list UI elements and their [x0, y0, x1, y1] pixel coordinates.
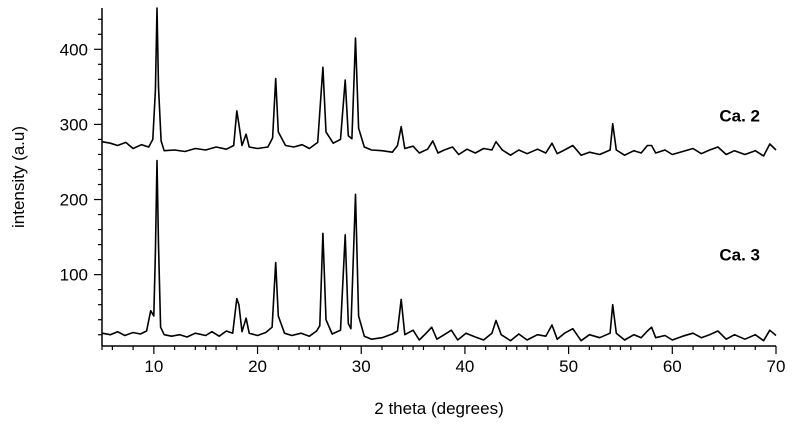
y-tick-label: 200	[60, 191, 88, 210]
y-axis-ticks: 100 200 300 400	[60, 18, 102, 336]
y-tick-label: 100	[60, 266, 88, 285]
chart-traces	[101, 7, 777, 342]
x-tick-label: 10	[144, 357, 163, 376]
x-tick-label: 20	[248, 357, 267, 376]
y-tick-label: 300	[60, 115, 88, 134]
series-trace-ca-2	[101, 159, 777, 342]
x-axis-ticks: 10 20 30 40 50 60 70	[101, 346, 786, 376]
x-tick-label: 70	[767, 357, 786, 376]
series-labels: Ca. 2 Ca. 3	[719, 106, 760, 264]
series-trace-ca-3	[101, 7, 777, 157]
x-tick-label: 30	[352, 357, 371, 376]
series-label: Ca. 3	[719, 245, 760, 264]
x-tick-label: 40	[455, 357, 474, 376]
x-tick-label: 50	[559, 357, 578, 376]
x-tick-label: 60	[663, 357, 682, 376]
y-tick-label: 400	[60, 40, 88, 59]
x-axis-title: 2 theta (degrees)	[374, 399, 503, 418]
series-label: Ca. 2	[719, 106, 760, 125]
y-axis-title: intensity (a.u)	[9, 126, 28, 228]
